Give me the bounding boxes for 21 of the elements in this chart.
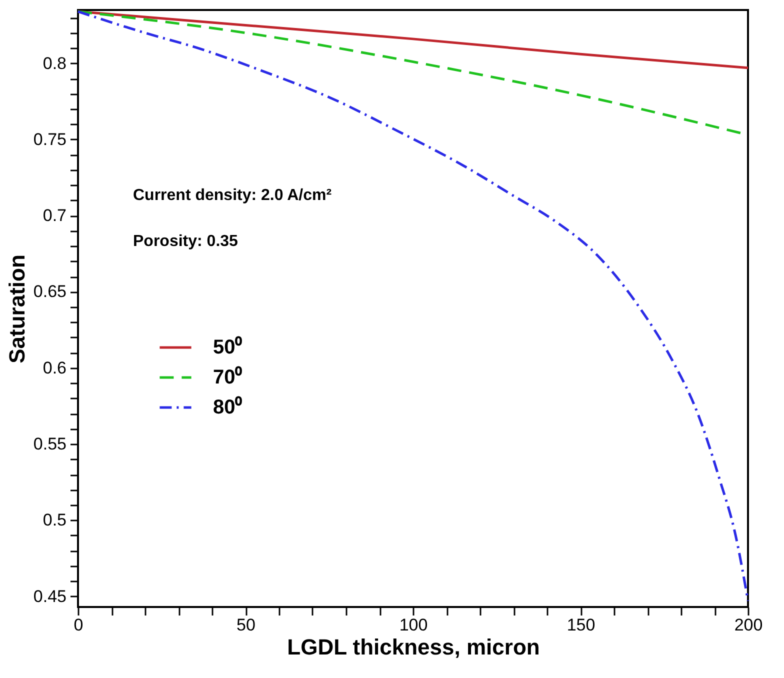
legend-label: 50⁰ (213, 336, 242, 358)
x-tick-label: 100 (399, 616, 428, 634)
x-tick-label: 200 (734, 616, 763, 634)
x-axis-title: LGDL thickness, micron (287, 634, 540, 660)
y-tick-label: 0.8 (42, 54, 66, 73)
x-tick-label: 50 (236, 616, 256, 634)
y-tick-label: 0.5 (42, 510, 66, 530)
y-tick-label: 0.6 (42, 358, 66, 378)
x-tick-label: 0 (74, 616, 84, 634)
y-tick-label: 0.7 (42, 206, 66, 226)
y-axis-title: Saturation (4, 254, 30, 364)
y-tick-label: 0.65 (33, 282, 66, 302)
y-tick-label: 0.55 (33, 434, 66, 454)
annotation: Current density: 2.0 A/cm² (133, 187, 332, 204)
y-tick-label: 0.75 (33, 130, 66, 149)
legend-label: 70⁰ (213, 366, 242, 388)
x-tick-label: 150 (566, 616, 596, 634)
legend-label: 80⁰ (213, 396, 242, 418)
line-series (76, 10, 750, 602)
annotation: Porosity: 0.35 (133, 233, 238, 250)
y-tick-label: 0.45 (33, 586, 66, 606)
